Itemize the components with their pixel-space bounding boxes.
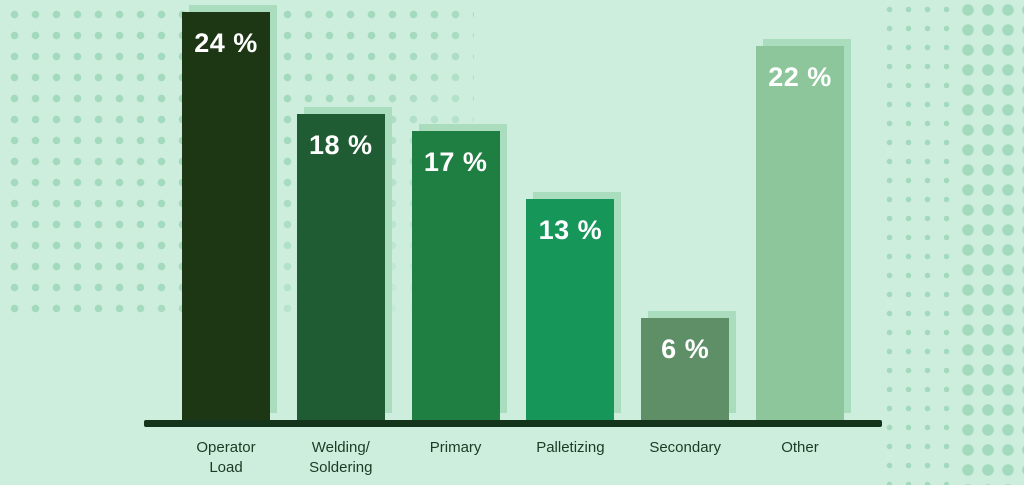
bar-group-secondary: 6 % bbox=[641, 318, 730, 420]
bar-value-label: 13 % bbox=[538, 215, 603, 245]
bar: 6 % bbox=[641, 318, 730, 420]
bar-group-other: 22 % bbox=[755, 46, 844, 420]
category-label-palletizing: Palletizing bbox=[536, 439, 605, 456]
dot-pattern-right bbox=[880, 0, 960, 485]
bar: 24 % bbox=[182, 12, 270, 420]
bars-row: 24 % 18 % 17 % 13 % 6 % bbox=[144, 8, 882, 420]
plot-area: 24 % 18 % 17 % 13 % 6 % bbox=[144, 8, 882, 479]
bar-value-label: 17 % bbox=[423, 147, 488, 177]
bar-value-label: 22 % bbox=[768, 62, 832, 92]
category-labels-row: Operator Load Welding/ Soldering Primary… bbox=[144, 438, 882, 479]
bar-value-label: 18 % bbox=[309, 130, 373, 160]
bar-group-operator-load: 24 % bbox=[182, 12, 270, 420]
category-label-other: Other bbox=[781, 439, 819, 456]
x-axis-line bbox=[144, 420, 882, 427]
category-label-welding-soldering: Welding/ Soldering bbox=[309, 439, 373, 477]
bar: 22 % bbox=[755, 46, 844, 420]
bar: 17 % bbox=[411, 131, 500, 420]
bar: 13 % bbox=[526, 199, 615, 420]
category-label-operator-load: Operator Load bbox=[196, 439, 256, 477]
bar-value-label: 24 % bbox=[194, 28, 258, 58]
bar-group-welding-soldering: 18 % bbox=[296, 114, 385, 420]
bar-value-label: 6 % bbox=[661, 334, 710, 364]
dot-pattern-right-edge bbox=[958, 0, 1024, 485]
category-label-secondary: Secondary bbox=[649, 439, 722, 456]
category-label-primary: Primary bbox=[429, 439, 482, 456]
bar-group-primary: 17 % bbox=[411, 131, 500, 420]
bar-group-palletizing: 13 % bbox=[526, 199, 615, 420]
bar: 18 % bbox=[296, 114, 385, 420]
